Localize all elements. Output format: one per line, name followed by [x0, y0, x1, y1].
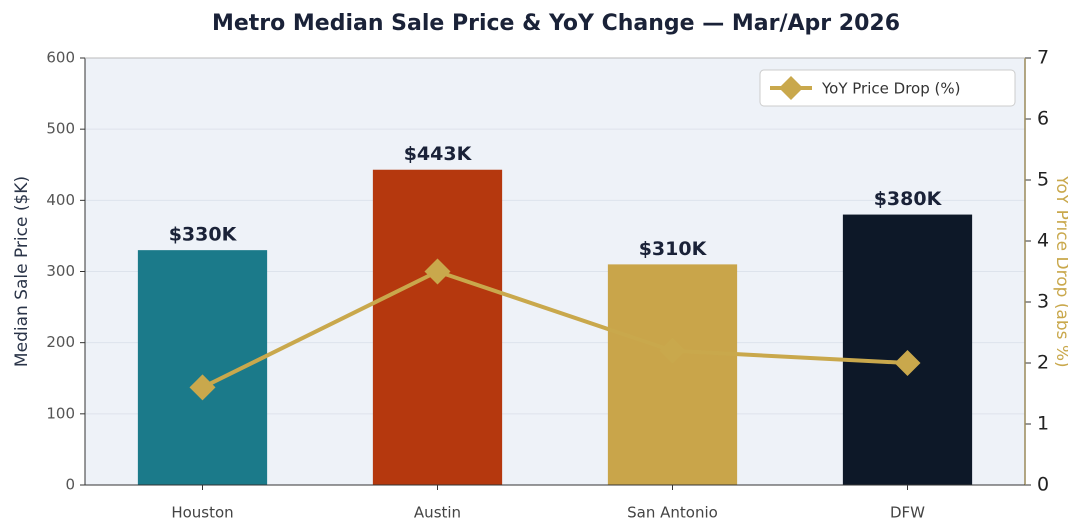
line-marker	[189, 374, 216, 401]
value-label: $380K	[874, 188, 943, 210]
y-tick-label: 500	[46, 120, 75, 138]
x-tick-label: Houston	[171, 504, 233, 522]
chart-title: Metro Median Sale Price & YoY Change — M…	[212, 11, 900, 36]
y2-tick-label: 6	[1037, 108, 1049, 130]
value-label: $310K	[639, 238, 708, 260]
value-label: $443K	[404, 143, 473, 165]
y-tick-label: 100	[46, 404, 75, 422]
bar	[137, 250, 268, 485]
y-axis-label: Median Sale Price ($K)	[12, 176, 32, 367]
y2-tick-label: 1	[1037, 413, 1049, 435]
y-tick-label: 200	[46, 333, 75, 351]
line-marker	[659, 337, 686, 364]
y-tick-label: 300	[46, 262, 75, 280]
line-marker	[424, 258, 451, 285]
x-tick-label: DFW	[890, 504, 925, 522]
x-tick-label: San Antonio	[627, 504, 718, 522]
line-marker	[894, 350, 921, 376]
bar	[842, 214, 973, 486]
y-tick-label: 0	[65, 476, 75, 494]
legend-label: YoY Price Drop (%)	[821, 80, 960, 98]
line-series	[201, 269, 908, 390]
y-tick-label: 600	[46, 49, 75, 67]
y2-tick-label: 3	[1037, 291, 1049, 313]
y2-tick-label: 2	[1037, 352, 1049, 374]
y-tick-label: 400	[46, 191, 75, 209]
y2-tick-label: 0	[1037, 474, 1049, 496]
bar	[372, 169, 503, 485]
bar	[607, 264, 738, 485]
y2-tick-label: 4	[1037, 230, 1049, 252]
legend-box	[759, 69, 1016, 107]
x-tick-label: Austin	[414, 504, 461, 522]
value-label: $330K	[169, 224, 238, 246]
y2-axis-label: YoY Price Drop (abs %)	[1052, 174, 1068, 367]
y2-tick-label: 5	[1037, 169, 1049, 191]
legend-marker	[779, 76, 803, 100]
y2-tick-label: 7	[1037, 47, 1049, 69]
